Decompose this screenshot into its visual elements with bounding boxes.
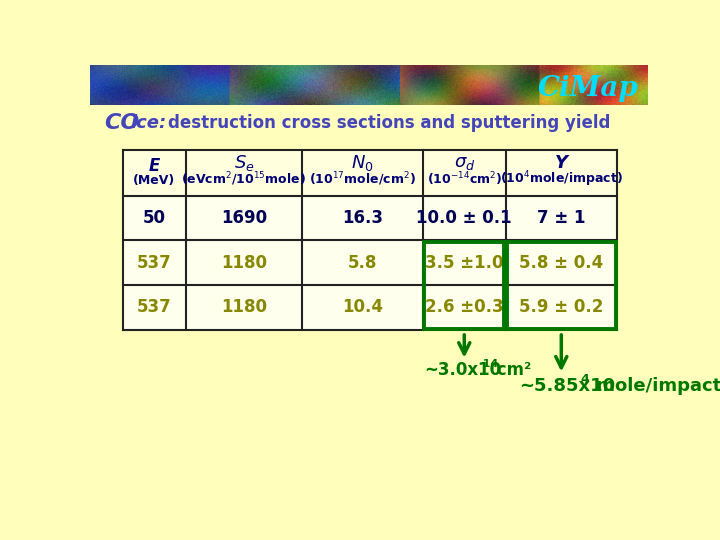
Text: (MeV): (MeV) <box>133 174 175 187</box>
Text: 10.4: 10.4 <box>342 298 383 316</box>
Text: (10$^4$mole/impact): (10$^4$mole/impact) <box>500 169 623 188</box>
Text: 16.3: 16.3 <box>342 209 383 227</box>
Text: $S_e$: $S_e$ <box>234 153 254 173</box>
Text: ~3.0x10: ~3.0x10 <box>424 361 501 379</box>
Text: CiMap: CiMap <box>538 75 639 102</box>
Text: 1180: 1180 <box>221 254 267 272</box>
Text: 5.9 ± 0.2: 5.9 ± 0.2 <box>519 298 603 316</box>
Text: Y: Y <box>555 154 568 172</box>
Text: ~5.85x10: ~5.85x10 <box>518 377 615 395</box>
Bar <box>122 150 617 195</box>
Bar <box>424 241 505 328</box>
Text: cm²: cm² <box>492 361 531 379</box>
Text: -14: -14 <box>478 359 498 369</box>
Text: ice:: ice: <box>130 113 166 132</box>
Text: 537: 537 <box>137 298 171 316</box>
Text: $N_0$: $N_0$ <box>351 153 374 173</box>
Text: E: E <box>148 158 160 176</box>
Text: 5.8 ± 0.4: 5.8 ± 0.4 <box>519 254 603 272</box>
Text: $\sigma_d$: $\sigma_d$ <box>454 154 475 172</box>
Text: 10.0 ± 0.1: 10.0 ± 0.1 <box>416 209 512 227</box>
Bar <box>122 150 617 330</box>
Text: 7 ± 1: 7 ± 1 <box>537 209 585 227</box>
Text: 1180: 1180 <box>221 298 267 316</box>
Text: destruction cross sections and sputtering yield: destruction cross sections and sputterin… <box>168 113 610 132</box>
Text: 4: 4 <box>580 373 590 386</box>
Text: 50: 50 <box>143 209 166 227</box>
Text: 1690: 1690 <box>221 209 267 227</box>
Text: (eVcm$^2$/10$^{15}$mole): (eVcm$^2$/10$^{15}$mole) <box>181 170 307 187</box>
Text: 537: 537 <box>137 254 171 272</box>
Text: 2.6 ±0.3: 2.6 ±0.3 <box>425 298 503 316</box>
Text: 5.8: 5.8 <box>348 254 377 272</box>
Text: (10$^{17}$mole/cm$^2$): (10$^{17}$mole/cm$^2$) <box>309 170 416 187</box>
Text: CO: CO <box>104 112 139 132</box>
Text: 3.5 ±1.0: 3.5 ±1.0 <box>425 254 503 272</box>
Text: (10$^{-14}$cm$^2$): (10$^{-14}$cm$^2$) <box>427 170 502 187</box>
Text: mole/impact: mole/impact <box>590 377 720 395</box>
Bar <box>507 241 616 328</box>
